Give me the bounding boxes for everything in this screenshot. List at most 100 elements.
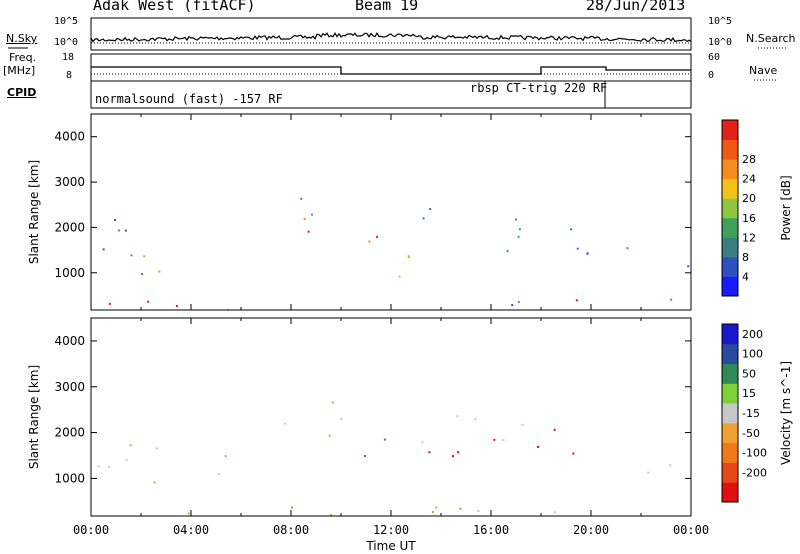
data-cell — [647, 471, 650, 474]
colorbar-segment — [722, 237, 738, 258]
colorbar-tick-label: -50 — [742, 427, 760, 440]
colorbar-segment — [722, 256, 738, 277]
data-cell — [537, 445, 539, 448]
data-cell — [376, 235, 379, 238]
colorbar-segment — [722, 462, 738, 483]
data-cell — [477, 510, 480, 512]
colorbar-tick-label: 200 — [742, 328, 763, 341]
data-cell — [502, 439, 505, 442]
colorbar-segment — [722, 120, 738, 141]
colorbar-tick-label: 24 — [742, 173, 756, 186]
data-cell — [102, 248, 105, 251]
data-cell — [114, 218, 117, 221]
y-tick-label: 1000 — [54, 471, 85, 485]
data-cell — [383, 438, 386, 441]
data-cell — [575, 299, 578, 302]
nave-axis-bottom: 0 — [708, 70, 715, 81]
data-cell — [452, 455, 454, 458]
colorbar-tick-label: 50 — [742, 367, 756, 380]
noise-panel-frame — [90, 17, 692, 51]
colorbar-segment — [722, 217, 738, 238]
colorbar-label: Velocity [m s^-1] — [779, 361, 793, 465]
data-cell — [291, 506, 294, 509]
colorbar-label: Power [dB] — [779, 175, 793, 240]
station-title: Adak West (fitACF) — [93, 0, 256, 14]
data-cell — [570, 228, 573, 231]
nsearch-label: N.Search — [746, 32, 796, 45]
noise-axis-right-bottom: 10^0 — [708, 37, 733, 48]
data-cell — [428, 451, 431, 454]
data-cell — [124, 229, 127, 232]
y-axis-label: Slant Range [km] — [27, 160, 41, 264]
colorbar-segment — [722, 422, 738, 444]
cpid-label: CPID — [7, 86, 37, 99]
colorbar-segment — [722, 383, 738, 404]
colorbar-segment — [722, 324, 738, 345]
colorbar-frame — [721, 119, 739, 297]
data-cell — [407, 256, 410, 259]
data-cell — [576, 247, 579, 250]
colorbar-tick-label: 8 — [742, 251, 749, 264]
data-cell — [459, 507, 462, 510]
x-tick-label: 00:00 — [673, 523, 709, 537]
data-cell — [432, 511, 434, 513]
data-cell — [521, 423, 524, 426]
freq-axis-bottom: 8 — [66, 70, 73, 81]
data-cell — [118, 229, 121, 232]
data-cell — [329, 513, 332, 516]
data-cell — [129, 444, 132, 447]
data-cell — [511, 304, 514, 307]
data-cell — [474, 418, 477, 421]
y-tick-label: 3000 — [54, 380, 85, 394]
data-cell — [303, 217, 306, 220]
x-tick-label: 00:00 — [73, 523, 109, 537]
power-heatmap — [102, 197, 690, 311]
data-cell — [141, 273, 144, 276]
colorbar-frame — [721, 323, 739, 503]
data-cell — [554, 511, 556, 514]
colorbar-tick-label: -15 — [742, 407, 760, 420]
data-cell — [155, 447, 158, 450]
x-tick-label: 04:00 — [173, 523, 209, 537]
colorbar-segment — [722, 178, 738, 199]
data-cell — [368, 240, 371, 243]
y-tick-label: 2000 — [54, 220, 85, 234]
colorbar-tick-label: 16 — [742, 212, 756, 225]
data-cell — [143, 255, 146, 258]
colorbar-segment — [722, 403, 738, 424]
data-cell — [97, 465, 100, 468]
velocity-panel-frame — [90, 317, 692, 517]
data-cell — [283, 422, 286, 425]
noise-axis-left-top: 10^5 — [54, 16, 79, 27]
colorbar-segment — [722, 363, 738, 384]
x-axis-label: Time UT — [365, 539, 416, 553]
data-cell — [553, 428, 556, 431]
data-cell — [669, 464, 672, 467]
cpid-mode-1: normalsound (fast) -157 RF — [95, 92, 283, 106]
colorbar-segment — [722, 198, 738, 219]
freq-label: Freq. — [9, 51, 37, 64]
colorbar-segment — [722, 159, 738, 180]
nave-axis-top: 60 — [708, 52, 721, 63]
colorbar-tick-label: 12 — [742, 231, 756, 244]
date-label: 28/Jun/2013 — [586, 0, 686, 14]
data-cell — [429, 208, 432, 210]
colorbar-segment — [722, 276, 738, 297]
data-cell — [217, 472, 220, 475]
data-cell — [586, 252, 589, 255]
data-cell — [300, 197, 303, 200]
data-cell — [493, 438, 496, 441]
data-cell — [108, 466, 111, 468]
data-cell — [328, 434, 331, 437]
data-cell — [626, 247, 629, 250]
data-cell — [670, 298, 673, 301]
data-cell — [517, 301, 520, 304]
colorbar-tick-label: 28 — [742, 153, 756, 166]
freq-axis-top: 18 — [62, 52, 75, 63]
colorbar-tick-label: 4 — [742, 270, 749, 283]
data-cell — [518, 228, 521, 231]
data-cell — [187, 512, 190, 515]
colorbar-segment — [722, 442, 738, 463]
freq-trace — [91, 66, 691, 75]
freq-unit: [MHz] — [3, 64, 36, 77]
